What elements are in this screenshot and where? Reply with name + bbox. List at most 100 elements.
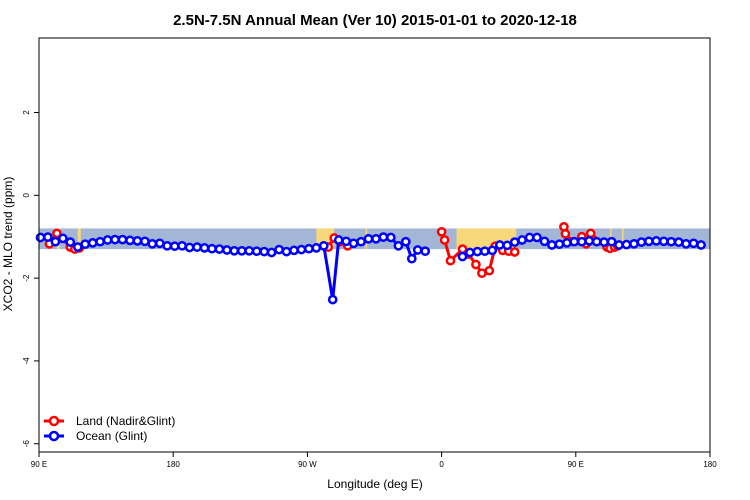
ocean-data-point xyxy=(371,233,381,244)
x-tick-label: 90 E xyxy=(31,460,47,469)
land-data-point xyxy=(436,226,447,237)
ocean-data-point xyxy=(614,240,624,250)
ocean-data-point xyxy=(214,244,225,254)
ocean-data-point xyxy=(259,246,270,257)
land-data-point xyxy=(52,228,62,239)
x-tick-label: 90 E xyxy=(568,460,584,469)
ocean-data-point xyxy=(599,237,609,247)
ocean-data-point xyxy=(177,240,187,251)
ocean-data-point xyxy=(341,236,352,247)
ocean-data-point xyxy=(406,253,417,264)
ocean-data-point xyxy=(636,237,647,247)
x-tick-label: 180 xyxy=(167,460,181,469)
ocean-data-point xyxy=(43,232,53,242)
land-data-point xyxy=(560,228,571,239)
ocean-data-point xyxy=(673,237,684,247)
ocean-data-point xyxy=(327,294,338,305)
ocean-data-point xyxy=(666,236,677,247)
ocean-data-point xyxy=(465,247,475,258)
ocean-data-point xyxy=(502,240,513,251)
ocean-data-point xyxy=(584,236,595,246)
x-axis-label: Longitude (deg E) xyxy=(327,477,422,491)
ocean-data-point xyxy=(591,236,602,247)
chart-title: 2.5N-7.5N Annual Mean (Ver 10) 2015-01-0… xyxy=(173,12,577,29)
ocean-data-point xyxy=(207,243,217,254)
ocean-data-point xyxy=(184,242,195,253)
ocean-data-point xyxy=(251,246,262,257)
ocean-data-point xyxy=(58,233,68,244)
ocean-data-point xyxy=(651,236,662,246)
ocean-data-point xyxy=(562,238,572,248)
x-tick-label: 90 W xyxy=(298,460,317,469)
ocean-data-point xyxy=(95,236,105,247)
y-axis-label: XCO2 - MLO trend (ppm) xyxy=(1,177,15,312)
ocean-data-point xyxy=(102,235,113,245)
ocean-data-point xyxy=(569,236,580,247)
ocean-data-point xyxy=(378,232,389,242)
ocean-data-point xyxy=(576,236,587,247)
ocean-data-point xyxy=(412,245,423,255)
ocean-data-point xyxy=(517,235,527,245)
ocean-data-point xyxy=(162,240,173,251)
y-tick-label: 2 xyxy=(22,110,31,115)
ocean-data-point xyxy=(65,237,76,247)
y-tick-label: -6 xyxy=(22,440,31,448)
y-tick-label: 0 xyxy=(22,193,31,198)
ocean-data-point xyxy=(140,236,150,247)
ocean-data-point xyxy=(688,238,699,249)
ocean-data-point xyxy=(420,246,431,257)
x-tick-label: 0 xyxy=(439,460,444,469)
ocean-data-point xyxy=(80,239,91,250)
ocean-data-point xyxy=(479,246,490,257)
ocean-data-point xyxy=(304,243,314,254)
ocean-data-point xyxy=(236,245,247,256)
legend: Land (Nadir&Glint) Ocean (Glint) xyxy=(44,414,175,443)
ocean-data-point xyxy=(333,235,344,245)
x-tick-label: 180 xyxy=(703,460,717,469)
ocean-data-point xyxy=(400,236,411,247)
ocean-data-point xyxy=(509,237,520,247)
y-tick-label: -2 xyxy=(22,274,31,282)
ocean-data-point xyxy=(644,236,654,247)
ocean-data-point xyxy=(629,238,639,249)
ocean-data-point xyxy=(87,238,98,248)
ocean-data-point xyxy=(658,236,669,247)
ocean-data-point xyxy=(348,238,359,249)
ocean-data-point xyxy=(244,245,255,256)
land-data-point xyxy=(471,259,481,270)
ocean-data-point xyxy=(524,232,535,243)
ocean-data-point xyxy=(472,246,483,257)
ocean-data-point xyxy=(606,236,617,247)
ocean-data-point xyxy=(192,242,202,252)
land-data-point xyxy=(484,265,495,276)
ocean-data-point xyxy=(554,239,565,250)
axes: 90 E 180 90 W 0 90 E 180 -6 -4 -2 0 2 xyxy=(22,37,717,469)
land-band-segment xyxy=(77,228,81,250)
land-data-point xyxy=(585,228,596,239)
ocean-data-point xyxy=(681,238,691,249)
land-data-point xyxy=(509,247,520,257)
ocean-data-point xyxy=(125,235,135,246)
ocean-data-point xyxy=(132,236,143,246)
ocean-data-point xyxy=(494,240,505,250)
ocean-data-point xyxy=(274,244,284,255)
ocean-data-point xyxy=(199,243,210,253)
ocean-data-point xyxy=(266,247,277,258)
ocean-data-point xyxy=(457,251,468,262)
ocean-data-point xyxy=(169,241,180,252)
land-data-point xyxy=(439,235,450,245)
ocean-data-point xyxy=(147,238,158,249)
y-tick-label: -4 xyxy=(22,357,31,365)
ocean-data-point xyxy=(532,232,542,243)
ocean-data-point xyxy=(318,240,329,251)
ocean-data-point xyxy=(281,246,292,257)
ocean-data-point xyxy=(356,236,366,247)
ocean-data-point xyxy=(386,232,396,243)
ocean-data-point xyxy=(621,239,632,250)
ocean-data-point xyxy=(229,245,240,256)
ocean-data-point xyxy=(696,240,706,250)
ocean-data-point xyxy=(35,232,46,243)
ocean-data-point xyxy=(222,245,232,255)
ocean-data-point xyxy=(296,244,307,255)
